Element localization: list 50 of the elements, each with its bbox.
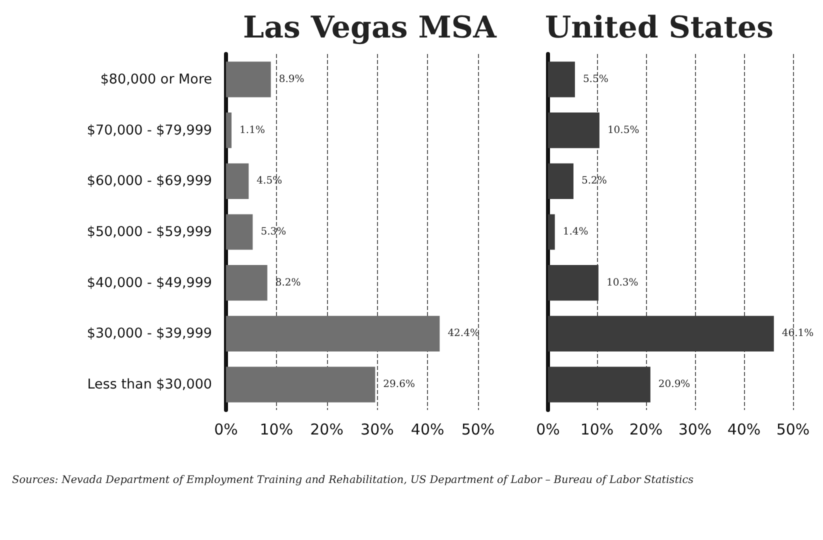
bar bbox=[548, 366, 650, 402]
bar bbox=[548, 163, 574, 199]
data-label: 42.4% bbox=[448, 328, 480, 340]
bar bbox=[226, 214, 253, 250]
y-tick-label: $60,000 - $69,999 bbox=[86, 173, 212, 190]
bar bbox=[226, 163, 249, 199]
x-tick-label: 10% bbox=[260, 420, 294, 438]
x-tick-label: 30% bbox=[360, 420, 394, 438]
data-label: 10.5% bbox=[607, 124, 640, 136]
x-tick-label: 10% bbox=[580, 420, 614, 438]
data-label: 29.6% bbox=[383, 379, 415, 390]
source-note: Sources: Nevada Department of Employment Training and Rehabilitation, US Department of Labor – Bureau of Labor Statistics bbox=[11, 473, 695, 488]
x-tick-label: 20% bbox=[310, 420, 344, 438]
bar bbox=[548, 265, 598, 301]
bar bbox=[226, 316, 440, 352]
data-label: 20.9% bbox=[658, 379, 690, 390]
data-label: 1.4% bbox=[562, 226, 588, 238]
y-tick-label: $30,000 - $39,999 bbox=[86, 326, 212, 342]
y-tick-label: $40,000 - $49,999 bbox=[86, 274, 212, 291]
y-tick-label: $70,000 - $79,999 bbox=[86, 122, 212, 138]
data-label: 5.3% bbox=[260, 226, 286, 238]
x-tick-label: 0% bbox=[214, 420, 238, 438]
x-tick-label: 40% bbox=[727, 420, 761, 438]
x-tick-label: 50% bbox=[776, 420, 810, 438]
data-label: 5.2% bbox=[581, 176, 607, 187]
bar bbox=[226, 366, 376, 402]
bar bbox=[548, 62, 575, 98]
bar bbox=[548, 112, 600, 148]
bar bbox=[226, 112, 232, 148]
bar bbox=[548, 214, 555, 250]
data-label: 4.5% bbox=[256, 176, 282, 187]
data-label: 1.1% bbox=[240, 124, 265, 136]
x-tick-label: 30% bbox=[678, 420, 712, 438]
data-label: 8.2% bbox=[275, 277, 301, 288]
x-tick-label: 40% bbox=[410, 420, 444, 438]
chart-title: United States bbox=[545, 10, 774, 46]
bar bbox=[226, 265, 268, 301]
x-tick-label: 20% bbox=[629, 420, 663, 438]
y-tick-label: $80,000 or More bbox=[100, 71, 212, 88]
x-tick-label: 0% bbox=[536, 420, 560, 438]
x-tick-label: 50% bbox=[461, 420, 495, 438]
bar bbox=[226, 62, 271, 98]
y-tick-label: $50,000 - $59,999 bbox=[86, 224, 212, 240]
data-label: 46.1% bbox=[782, 328, 814, 340]
data-label: 10.3% bbox=[606, 277, 638, 288]
y-tick-label: Less than $30,000 bbox=[87, 376, 212, 393]
chart-title: Las Vegas MSA bbox=[243, 10, 498, 46]
data-label: 5.5% bbox=[582, 74, 608, 85]
data-label: 8.9% bbox=[278, 74, 304, 85]
bar bbox=[548, 316, 774, 352]
